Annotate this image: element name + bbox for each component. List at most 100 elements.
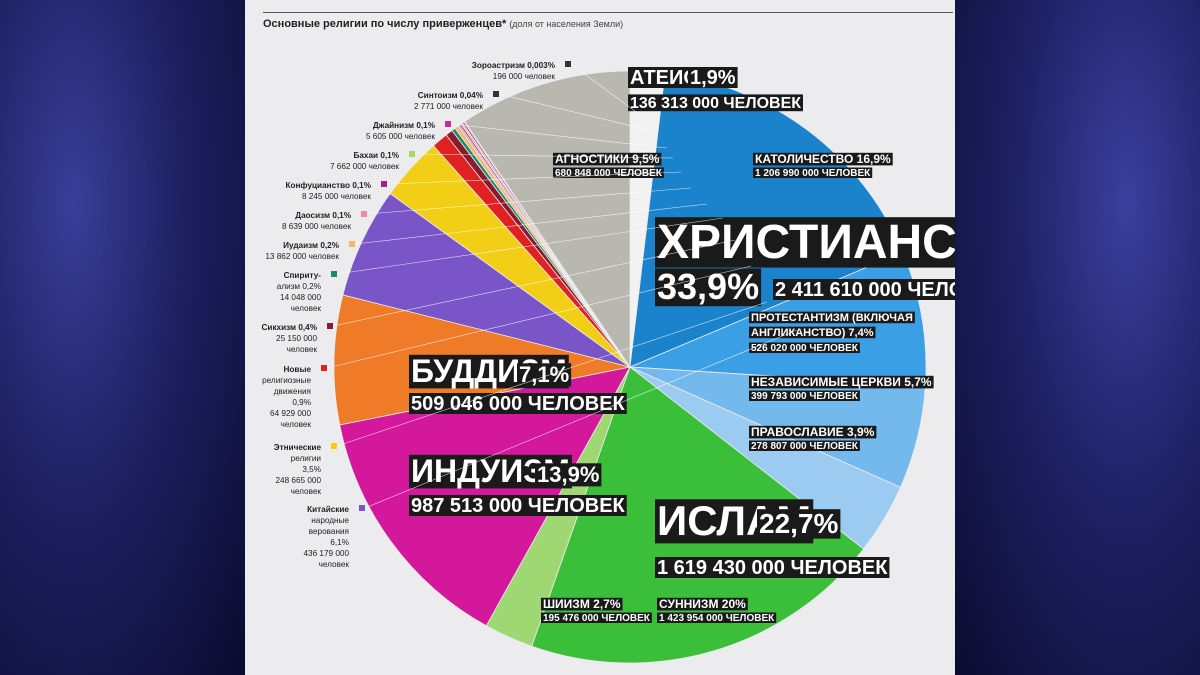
svg-text:Конфуцианство 0,1%: Конфуцианство 0,1%: [285, 181, 371, 190]
leader-line-8: [332, 239, 736, 327]
svg-text:верования: верования: [309, 527, 349, 536]
sublabel-protestant-1: ПРОТЕСТАНТИЗМ (ВКЛЮЧАЯ: [749, 311, 915, 324]
side-label-10: Этнические религии 3,5% 248 665 000 человек: [274, 301, 768, 496]
sublabel-agnostics: АГНОСТИКИ 9,5%: [553, 152, 662, 166]
svg-text:АНГЛИКАНСТВО) 7,4%: АНГЛИКАНСТВО) 7,4%: [751, 327, 874, 339]
side-label-3: Бахаи 0,1% 7 662 000 человек: [330, 151, 674, 171]
side-label-5: Даосизм 0,1% 8 639 000 человек: [282, 187, 692, 231]
leader-line-0: [570, 63, 648, 121]
svg-text:8 639 000 человек: 8 639 000 человек: [282, 222, 351, 231]
subcount-protestant: 526 020 000 ЧЕЛОВЕК: [749, 342, 860, 354]
svg-text:Новые: Новые: [284, 365, 312, 374]
leader-line-9: [326, 265, 752, 369]
infographic-poster: Основные религии по числу приверженцев* …: [245, 0, 955, 675]
svg-text:Китайские: Китайские: [307, 505, 349, 514]
sublabel-independent: НЕЗАВИСИМЫЕ ЦЕРКВИ 5,7%: [749, 375, 934, 389]
side-label-6: Иудаизм 0,2% 13 862 000 человек: [265, 203, 708, 261]
leader-line-7: [336, 217, 724, 275]
sublabel-orthodox: ПРАВОСЛАВИЕ 3,9%: [749, 425, 877, 439]
svg-text:религиозные: религиозные: [262, 376, 311, 385]
svg-text:движения: движения: [274, 387, 311, 396]
svg-text:Бахаи 0,1%: Бахаи 0,1%: [353, 151, 399, 160]
svg-text:987 513 000 ЧЕЛОВЕК: 987 513 000 ЧЕЛОВЕК: [411, 495, 626, 517]
side-label-swatch-6: [349, 241, 355, 247]
sublabel-protestant-2: АНГЛИКАНСТВО) 7,4%: [749, 326, 876, 339]
svg-text:КАТОЛИЧЕСТВО 16,9%: КАТОЛИЧЕСТВО 16,9%: [755, 152, 891, 166]
subcount-catholic: 1 206 990 000 ЧЕЛОВЕК: [753, 167, 873, 179]
subcount-shia: 195 476 000 ЧЕЛОВЕК: [541, 612, 652, 624]
side-label-1: Синтоизм 0,04% 2 771 000 человек: [414, 91, 658, 133]
side-label-2: Джайнизм 0,1% 5 605 000 человек: [366, 121, 668, 149]
svg-text:278 807 000 ЧЕЛОВЕК: 278 807 000 ЧЕЛОВЕК: [751, 441, 859, 452]
svg-text:196 000 человек: 196 000 человек: [493, 72, 556, 81]
sublabel-catholic: КАТОЛИЧЕСТВО 16,9%: [753, 152, 893, 166]
svg-text:526 020 000 ЧЕЛОВЕК: 526 020 000 ЧЕЛОВЕК: [751, 343, 859, 354]
svg-text:399 793 000 ЧЕЛОВЕК: 399 793 000 ЧЕЛОВЕК: [751, 391, 859, 402]
svg-text:2 411 610 000 ЧЕЛОВЕК: 2 411 610 000 ЧЕЛОВЕК: [775, 279, 955, 301]
side-label-swatch-8: [327, 323, 333, 329]
svg-text:33,9%: 33,9%: [657, 266, 759, 307]
percent-hinduism: 13,9%: [535, 462, 602, 487]
svg-text:1 206 990 000 ЧЕЛОВЕК: 1 206 990 000 ЧЕЛОВЕК: [755, 168, 871, 179]
side-label-11: Китайские народные верования 6,1% 436 179 00…: [303, 329, 798, 569]
subcount-independent: 399 793 000 ЧЕЛОВЕК: [749, 390, 860, 402]
side-label-swatch-5: [361, 211, 367, 217]
leader-line-1: [498, 93, 658, 133]
svg-text:1 423 954 000 ЧЕЛОВЕК: 1 423 954 000 ЧЕЛОВЕК: [659, 613, 775, 624]
side-label-swatch-2: [445, 121, 451, 127]
svg-text:64 929 000: 64 929 000: [270, 409, 311, 418]
svg-text:ПРАВОСЛАВИЕ 3,9%: ПРАВОСЛАВИЕ 3,9%: [751, 425, 875, 439]
group-percent-islam: 22,7%: [757, 508, 841, 539]
svg-text:8 245 000 человек: 8 245 000 человек: [302, 192, 371, 201]
svg-text:5 605 000 человек: 5 605 000 человек: [366, 132, 435, 141]
svg-text:13 862 000 человек: 13 862 000 человек: [265, 252, 339, 261]
svg-text:2 771 000 человек: 2 771 000 человек: [414, 102, 483, 111]
count-buddhism: 509 046 000 ЧЕЛОВЕК: [409, 393, 627, 415]
svg-text:человек: человек: [319, 560, 350, 569]
pie-chart: ХРИСТИАНСТВО33,9%2 411 610 000 ЧЕЛОВЕКИС…: [262, 61, 955, 664]
svg-text:АГНОСТИКИ 9,5%: АГНОСТИКИ 9,5%: [555, 152, 660, 166]
leader-line-10: [336, 301, 768, 447]
group-percent-christianity: 33,9%: [655, 266, 762, 307]
side-label-swatch-3: [409, 151, 415, 157]
group-label-christianity: ХРИСТИАНСТВО: [655, 216, 955, 269]
side-label-8: Сикхизм 0,4% 25 150 000 человек: [262, 239, 736, 354]
svg-text:Этнические: Этнические: [274, 443, 322, 452]
svg-text:ализм 0,2%: ализм 0,2%: [277, 282, 321, 291]
svg-text:136 313 000 ЧЕЛОВЕК: 136 313 000 ЧЕЛОВЕК: [630, 95, 801, 112]
svg-text:3,5%: 3,5%: [302, 465, 321, 474]
chart-header: Основные религии по числу приверженцев* …: [263, 18, 623, 30]
side-label-swatch-0: [565, 61, 571, 67]
sublabel-shia: ШИИЗМ 2,7%: [541, 597, 623, 611]
svg-text:22,7%: 22,7%: [759, 508, 838, 539]
svg-text:7 662 000 человек: 7 662 000 человек: [330, 162, 399, 171]
leader-line-2: [450, 123, 668, 149]
leader-line-6: [354, 203, 708, 245]
svg-text:248 665 000: 248 665 000: [275, 476, 321, 485]
side-label-swatch-11: [359, 505, 365, 511]
svg-text:Зороастризм 0,003%: Зороастризм 0,003%: [472, 61, 556, 70]
svg-text:680 848 000 ЧЕЛОВЕК: 680 848 000 ЧЕЛОВЕК: [555, 168, 663, 179]
subcount-agnostics: 680 848 000 ЧЕЛОВЕК: [553, 167, 664, 179]
svg-text:Спириту-: Спириту-: [284, 271, 322, 280]
svg-text:1,9%: 1,9%: [690, 67, 736, 89]
side-label-9: Новые религиозные движения 0,9% 64 929 000 че…: [262, 265, 752, 429]
svg-text:Синтоизм 0,04%: Синтоизм 0,04%: [418, 91, 484, 100]
svg-text:ПРОТЕСТАНТИЗМ (ВКЛЮЧАЯ: ПРОТЕСТАНТИЗМ (ВКЛЮЧАЯ: [751, 312, 913, 324]
svg-text:человек: человек: [281, 420, 312, 429]
svg-text:человек: человек: [291, 487, 322, 496]
side-label-swatch-7: [331, 271, 337, 277]
background-right: [955, 0, 1200, 675]
svg-text:13,9%: 13,9%: [537, 462, 599, 487]
count-atheists: 136 313 000 ЧЕЛОВЕК: [628, 94, 803, 112]
svg-text:человек: человек: [291, 304, 322, 313]
side-label-4: Конфуцианство 0,1% 8 245 000 человек: [285, 171, 682, 201]
svg-text:Джайнизм 0,1%: Джайнизм 0,1%: [373, 121, 436, 130]
svg-text:509 046 000 ЧЕЛОВЕК: 509 046 000 ЧЕЛОВЕК: [411, 393, 626, 415]
count-hinduism: 987 513 000 ЧЕЛОВЕК: [409, 495, 627, 517]
svg-text:6,1%: 6,1%: [330, 538, 349, 547]
svg-text:Сикхизм 0,4%: Сикхизм 0,4%: [262, 323, 318, 332]
svg-text:7,1%: 7,1%: [519, 362, 569, 387]
percent-buddhism: 7,1%: [517, 362, 572, 387]
sublabel-sunni: СУННИЗМ 20%: [657, 597, 748, 611]
